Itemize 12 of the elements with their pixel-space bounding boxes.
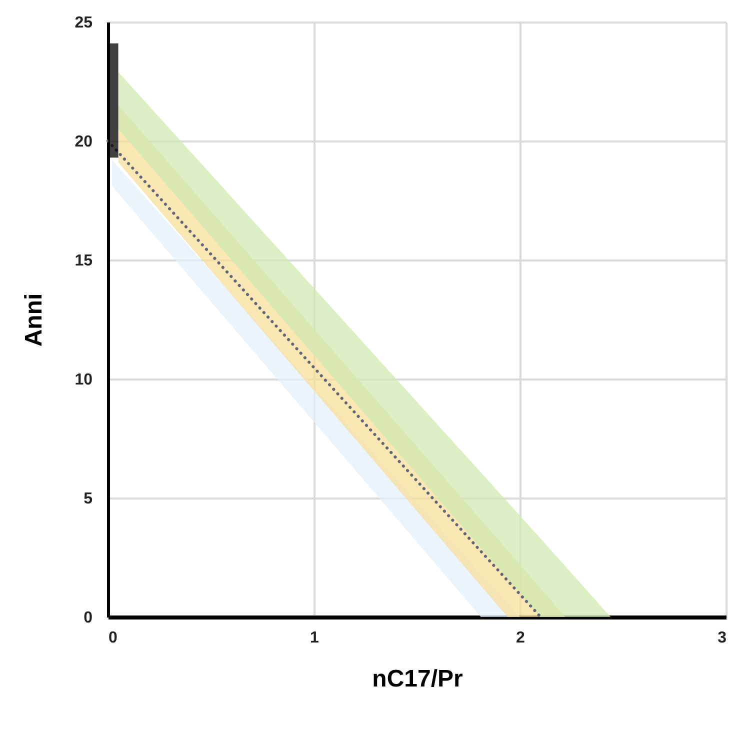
y-tick-label: 10: [74, 372, 93, 388]
y-tick-label: 20: [74, 134, 93, 150]
y-tick-label: 5: [84, 490, 93, 508]
y-tick-label: 15: [74, 252, 93, 270]
x-tick-label: 2: [516, 630, 526, 646]
x-axis-title: nC17/Pr: [372, 666, 463, 692]
x-tick-label: 0: [108, 630, 118, 646]
x-tick-label: 1: [310, 630, 320, 646]
y-axis-title: Anni: [20, 293, 48, 347]
y-tick-label: 25: [74, 14, 93, 32]
y-tick-label: 0: [84, 610, 93, 626]
x-tick-label: 3: [718, 630, 727, 646]
